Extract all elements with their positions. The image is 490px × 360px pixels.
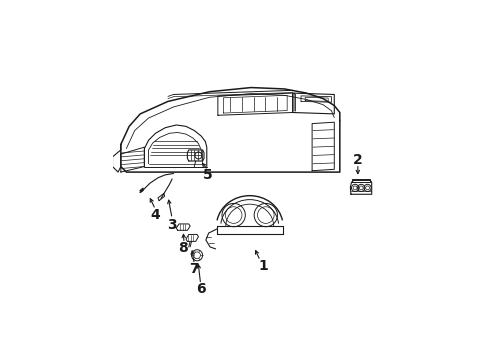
Text: 4: 4 <box>150 208 160 222</box>
Text: 5: 5 <box>203 168 213 182</box>
Text: 3: 3 <box>167 218 177 232</box>
Text: 8: 8 <box>178 241 188 255</box>
Text: 7: 7 <box>190 262 199 276</box>
Text: 6: 6 <box>196 282 206 296</box>
Text: 2: 2 <box>353 153 363 167</box>
Text: 1: 1 <box>259 259 269 273</box>
